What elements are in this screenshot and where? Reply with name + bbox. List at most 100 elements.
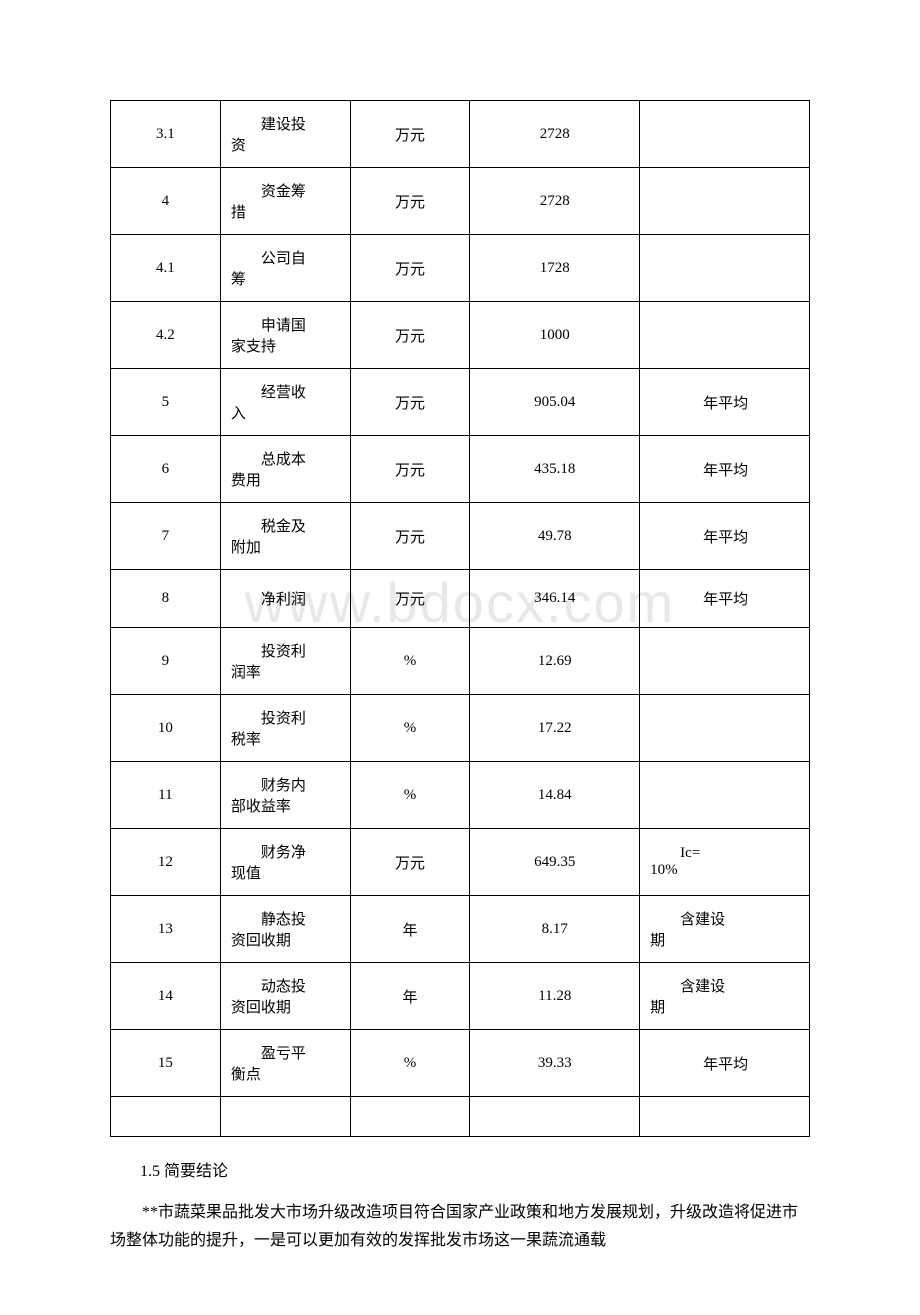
cell-number: 8 — [111, 570, 221, 628]
cell-name: 财务净现值 — [220, 829, 350, 896]
cell-remark: 年平均 — [640, 436, 810, 503]
cell-name: 资金筹措 — [220, 168, 350, 235]
cell-value: 2728 — [470, 101, 640, 168]
cell-unit: 万元 — [350, 570, 470, 628]
cell-number: 10 — [111, 695, 221, 762]
cell-name: 投资利税率 — [220, 695, 350, 762]
table-row: 14动态投资回收期年11.28含建设期 — [111, 963, 810, 1030]
cell-unit: % — [350, 762, 470, 829]
cell-number: 12 — [111, 829, 221, 896]
cell-name: 财务内部收益率 — [220, 762, 350, 829]
cell-name: 盈亏平衡点 — [220, 1030, 350, 1097]
table-row: 9投资利润率%12.69 — [111, 628, 810, 695]
cell-value: 39.33 — [470, 1030, 640, 1097]
cell-number: 11 — [111, 762, 221, 829]
cell-unit: 万元 — [350, 503, 470, 570]
cell-remark — [640, 168, 810, 235]
cell-value: 11.28 — [470, 963, 640, 1030]
cell-name: 税金及附加 — [220, 503, 350, 570]
cell-empty — [350, 1097, 470, 1137]
cell-value: 12.69 — [470, 628, 640, 695]
cell-unit: 万元 — [350, 829, 470, 896]
cell-number: 3.1 — [111, 101, 221, 168]
cell-value: 346.14 — [470, 570, 640, 628]
cell-remark — [640, 235, 810, 302]
cell-empty — [220, 1097, 350, 1137]
cell-number: 6 — [111, 436, 221, 503]
cell-value: 8.17 — [470, 896, 640, 963]
table-row: 5经营收入万元905.04年平均 — [111, 369, 810, 436]
cell-number: 15 — [111, 1030, 221, 1097]
cell-remark — [640, 302, 810, 369]
table-row-empty — [111, 1097, 810, 1137]
table-row: 8净利润万元346.14年平均 — [111, 570, 810, 628]
cell-value: 49.78 — [470, 503, 640, 570]
cell-remark — [640, 762, 810, 829]
cell-value: 14.84 — [470, 762, 640, 829]
cell-value: 1728 — [470, 235, 640, 302]
cell-value: 2728 — [470, 168, 640, 235]
table-row: 4.2申请国家支持万元1000 — [111, 302, 810, 369]
financial-indicators-table: 3.1建设投资万元27284资金筹措万元27284.1公司自筹万元17284.2… — [110, 100, 810, 1137]
cell-empty — [470, 1097, 640, 1137]
cell-number: 4.2 — [111, 302, 221, 369]
cell-remark: 含建设期 — [640, 896, 810, 963]
cell-unit: % — [350, 1030, 470, 1097]
section-body: **市蔬菜果品批发大市场升级改造项目符合国家产业政策和地方发展规划，升级改造将促… — [110, 1199, 810, 1255]
cell-number: 4 — [111, 168, 221, 235]
cell-remark: 含建设期 — [640, 963, 810, 1030]
section-title: 1.5 简要结论 — [140, 1157, 810, 1181]
cell-unit: 万元 — [350, 369, 470, 436]
table-row: 15盈亏平衡点%39.33年平均 — [111, 1030, 810, 1097]
cell-unit: 万元 — [350, 101, 470, 168]
cell-empty — [640, 1097, 810, 1137]
cell-remark: 年平均 — [640, 369, 810, 436]
cell-number: 13 — [111, 896, 221, 963]
cell-number: 4.1 — [111, 235, 221, 302]
cell-remark: Ic=10% — [640, 829, 810, 896]
cell-remark — [640, 695, 810, 762]
cell-name: 净利润 — [220, 570, 350, 628]
table-row: 4.1公司自筹万元1728 — [111, 235, 810, 302]
table-row: 12财务净现值万元649.35Ic=10% — [111, 829, 810, 896]
cell-unit: 万元 — [350, 168, 470, 235]
table-row: 7税金及附加万元49.78年平均 — [111, 503, 810, 570]
cell-unit: 万元 — [350, 302, 470, 369]
cell-value: 649.35 — [470, 829, 640, 896]
cell-value: 17.22 — [470, 695, 640, 762]
table-row: 11财务内部收益率%14.84 — [111, 762, 810, 829]
cell-number: 5 — [111, 369, 221, 436]
cell-name: 公司自筹 — [220, 235, 350, 302]
cell-unit: % — [350, 628, 470, 695]
cell-unit: 年 — [350, 963, 470, 1030]
cell-name: 动态投资回收期 — [220, 963, 350, 1030]
table-row: 6总成本费用万元435.18年平均 — [111, 436, 810, 503]
cell-unit: 万元 — [350, 436, 470, 503]
cell-name: 申请国家支持 — [220, 302, 350, 369]
cell-number: 7 — [111, 503, 221, 570]
cell-remark: 年平均 — [640, 1030, 810, 1097]
cell-number: 14 — [111, 963, 221, 1030]
cell-name: 经营收入 — [220, 369, 350, 436]
table-body: 3.1建设投资万元27284资金筹措万元27284.1公司自筹万元17284.2… — [111, 101, 810, 1137]
cell-number: 9 — [111, 628, 221, 695]
cell-unit: 万元 — [350, 235, 470, 302]
cell-empty — [111, 1097, 221, 1137]
cell-value: 435.18 — [470, 436, 640, 503]
table-row: 13静态投资回收期年8.17含建设期 — [111, 896, 810, 963]
cell-value: 905.04 — [470, 369, 640, 436]
table-row: 4资金筹措万元2728 — [111, 168, 810, 235]
cell-name: 建设投资 — [220, 101, 350, 168]
table-row: 10投资利税率%17.22 — [111, 695, 810, 762]
cell-value: 1000 — [470, 302, 640, 369]
cell-name: 总成本费用 — [220, 436, 350, 503]
cell-unit: % — [350, 695, 470, 762]
cell-remark: 年平均 — [640, 570, 810, 628]
cell-name: 静态投资回收期 — [220, 896, 350, 963]
cell-remark — [640, 628, 810, 695]
cell-remark: 年平均 — [640, 503, 810, 570]
cell-remark — [640, 101, 810, 168]
table-row: 3.1建设投资万元2728 — [111, 101, 810, 168]
cell-name: 投资利润率 — [220, 628, 350, 695]
cell-unit: 年 — [350, 896, 470, 963]
